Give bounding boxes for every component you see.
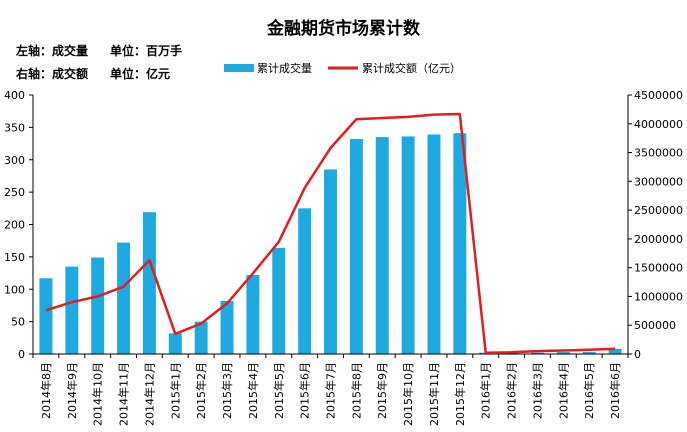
bar	[39, 278, 53, 354]
right-tick-label: 2500000	[634, 204, 683, 217]
bar	[375, 137, 389, 354]
x-tick-label: 2015年3月	[220, 362, 234, 419]
right-tick-label: 4500000	[634, 89, 683, 102]
left-tick-label: 0	[18, 348, 25, 361]
left-axis-unit: 单位：百万手	[110, 44, 183, 58]
x-tick-label: 2015年11月	[427, 362, 441, 426]
axes: 0 50 100 150 200 250 300 350 400 0 500000 1000000 15…	[4, 89, 683, 361]
bar	[324, 169, 337, 354]
x-tick-label: 2016年3月	[530, 362, 544, 419]
legend: 累计成交量 累计成交额（亿元）	[224, 61, 461, 75]
right-tick-label: 500000	[634, 319, 676, 332]
x-tick-label: 2015年1月	[168, 362, 182, 419]
bar	[298, 208, 312, 354]
x-tick-label: 2015年4月	[246, 362, 260, 419]
right-axis-unit: 单位：亿元	[110, 67, 171, 81]
bar	[117, 242, 131, 354]
x-tick-label: 2016年6月	[608, 362, 622, 419]
x-tick-label: 2015年10月	[401, 362, 415, 426]
x-tick-label: 2016年5月	[582, 362, 596, 419]
x-tick-label: 2015年6月	[298, 362, 312, 419]
x-tick-label: 2014年10月	[91, 362, 105, 426]
right-tick-label: 3500000	[634, 147, 683, 160]
bar	[608, 348, 622, 354]
left-axis-note: 左轴：成交量 单位：百万手	[16, 42, 182, 59]
bar	[168, 333, 182, 354]
bar	[65, 266, 79, 354]
x-tick-label: 2015年5月	[272, 362, 286, 419]
bar	[453, 133, 467, 354]
x-tick-label: 2016年1月	[479, 362, 493, 419]
legend-bar-label: 累计成交量	[257, 61, 312, 75]
right-tick-label: 3000000	[634, 175, 683, 188]
bar-series	[39, 133, 622, 354]
x-tick-labels: 2014年8月 2014年9月 2014年10月 2014年11月 2014年12月 20…	[39, 362, 622, 426]
right-tick-label: 1500000	[634, 262, 683, 275]
right-tick-label: 0	[634, 348, 641, 361]
x-tick-label: 2015年2月	[194, 362, 208, 419]
right-axis-label: 右轴：成交额	[16, 67, 89, 81]
line-path	[45, 112, 616, 355]
x-tick-label: 2014年8月	[39, 362, 53, 419]
left-tick-label: 350	[4, 121, 25, 134]
right-tick-label: 1000000	[634, 290, 683, 303]
x-tick-label: 2015年9月	[375, 362, 389, 419]
bar	[194, 321, 208, 354]
left-tick-label: 300	[4, 154, 25, 167]
right-tick-label: 2000000	[634, 233, 683, 246]
left-tick-label: 250	[4, 186, 25, 199]
bar	[220, 300, 234, 354]
x-tick-label: 2015年12月	[453, 362, 467, 426]
legend-line-label: 累计成交额（亿元）	[362, 61, 461, 75]
left-tick-label: 100	[4, 283, 25, 296]
bar	[272, 247, 286, 354]
x-tick-label: 2015年7月	[324, 362, 338, 419]
x-tick-label: 2014年11月	[117, 362, 131, 426]
right-tick-label: 4000000	[634, 118, 683, 131]
x-tick-label: 2014年9月	[65, 362, 79, 419]
left-tick-label: 400	[4, 89, 25, 102]
x-tick-label: 2015年8月	[349, 362, 363, 419]
x-tick-label: 2016年4月	[556, 362, 570, 419]
bar	[556, 352, 570, 354]
bar	[349, 139, 363, 354]
legend-bar-swatch	[224, 64, 254, 72]
left-tick-label: 150	[4, 251, 25, 264]
bar	[91, 257, 105, 354]
x-tick-label: 2016年2月	[505, 362, 519, 419]
right-axis-note: 右轴：成交额 单位：亿元	[16, 65, 170, 82]
bar	[401, 136, 415, 354]
left-tick-label: 200	[4, 219, 25, 232]
line-series	[45, 112, 616, 355]
left-axis-label: 左轴：成交量	[16, 44, 89, 58]
chart-title: 金融期货市场累计数	[267, 19, 420, 39]
bar	[246, 275, 260, 354]
bar	[530, 352, 544, 354]
bar	[582, 352, 596, 354]
left-tick-label: 50	[11, 316, 25, 329]
bar	[427, 134, 441, 354]
bar	[142, 212, 156, 354]
x-tick-label: 2014年12月	[142, 362, 156, 426]
